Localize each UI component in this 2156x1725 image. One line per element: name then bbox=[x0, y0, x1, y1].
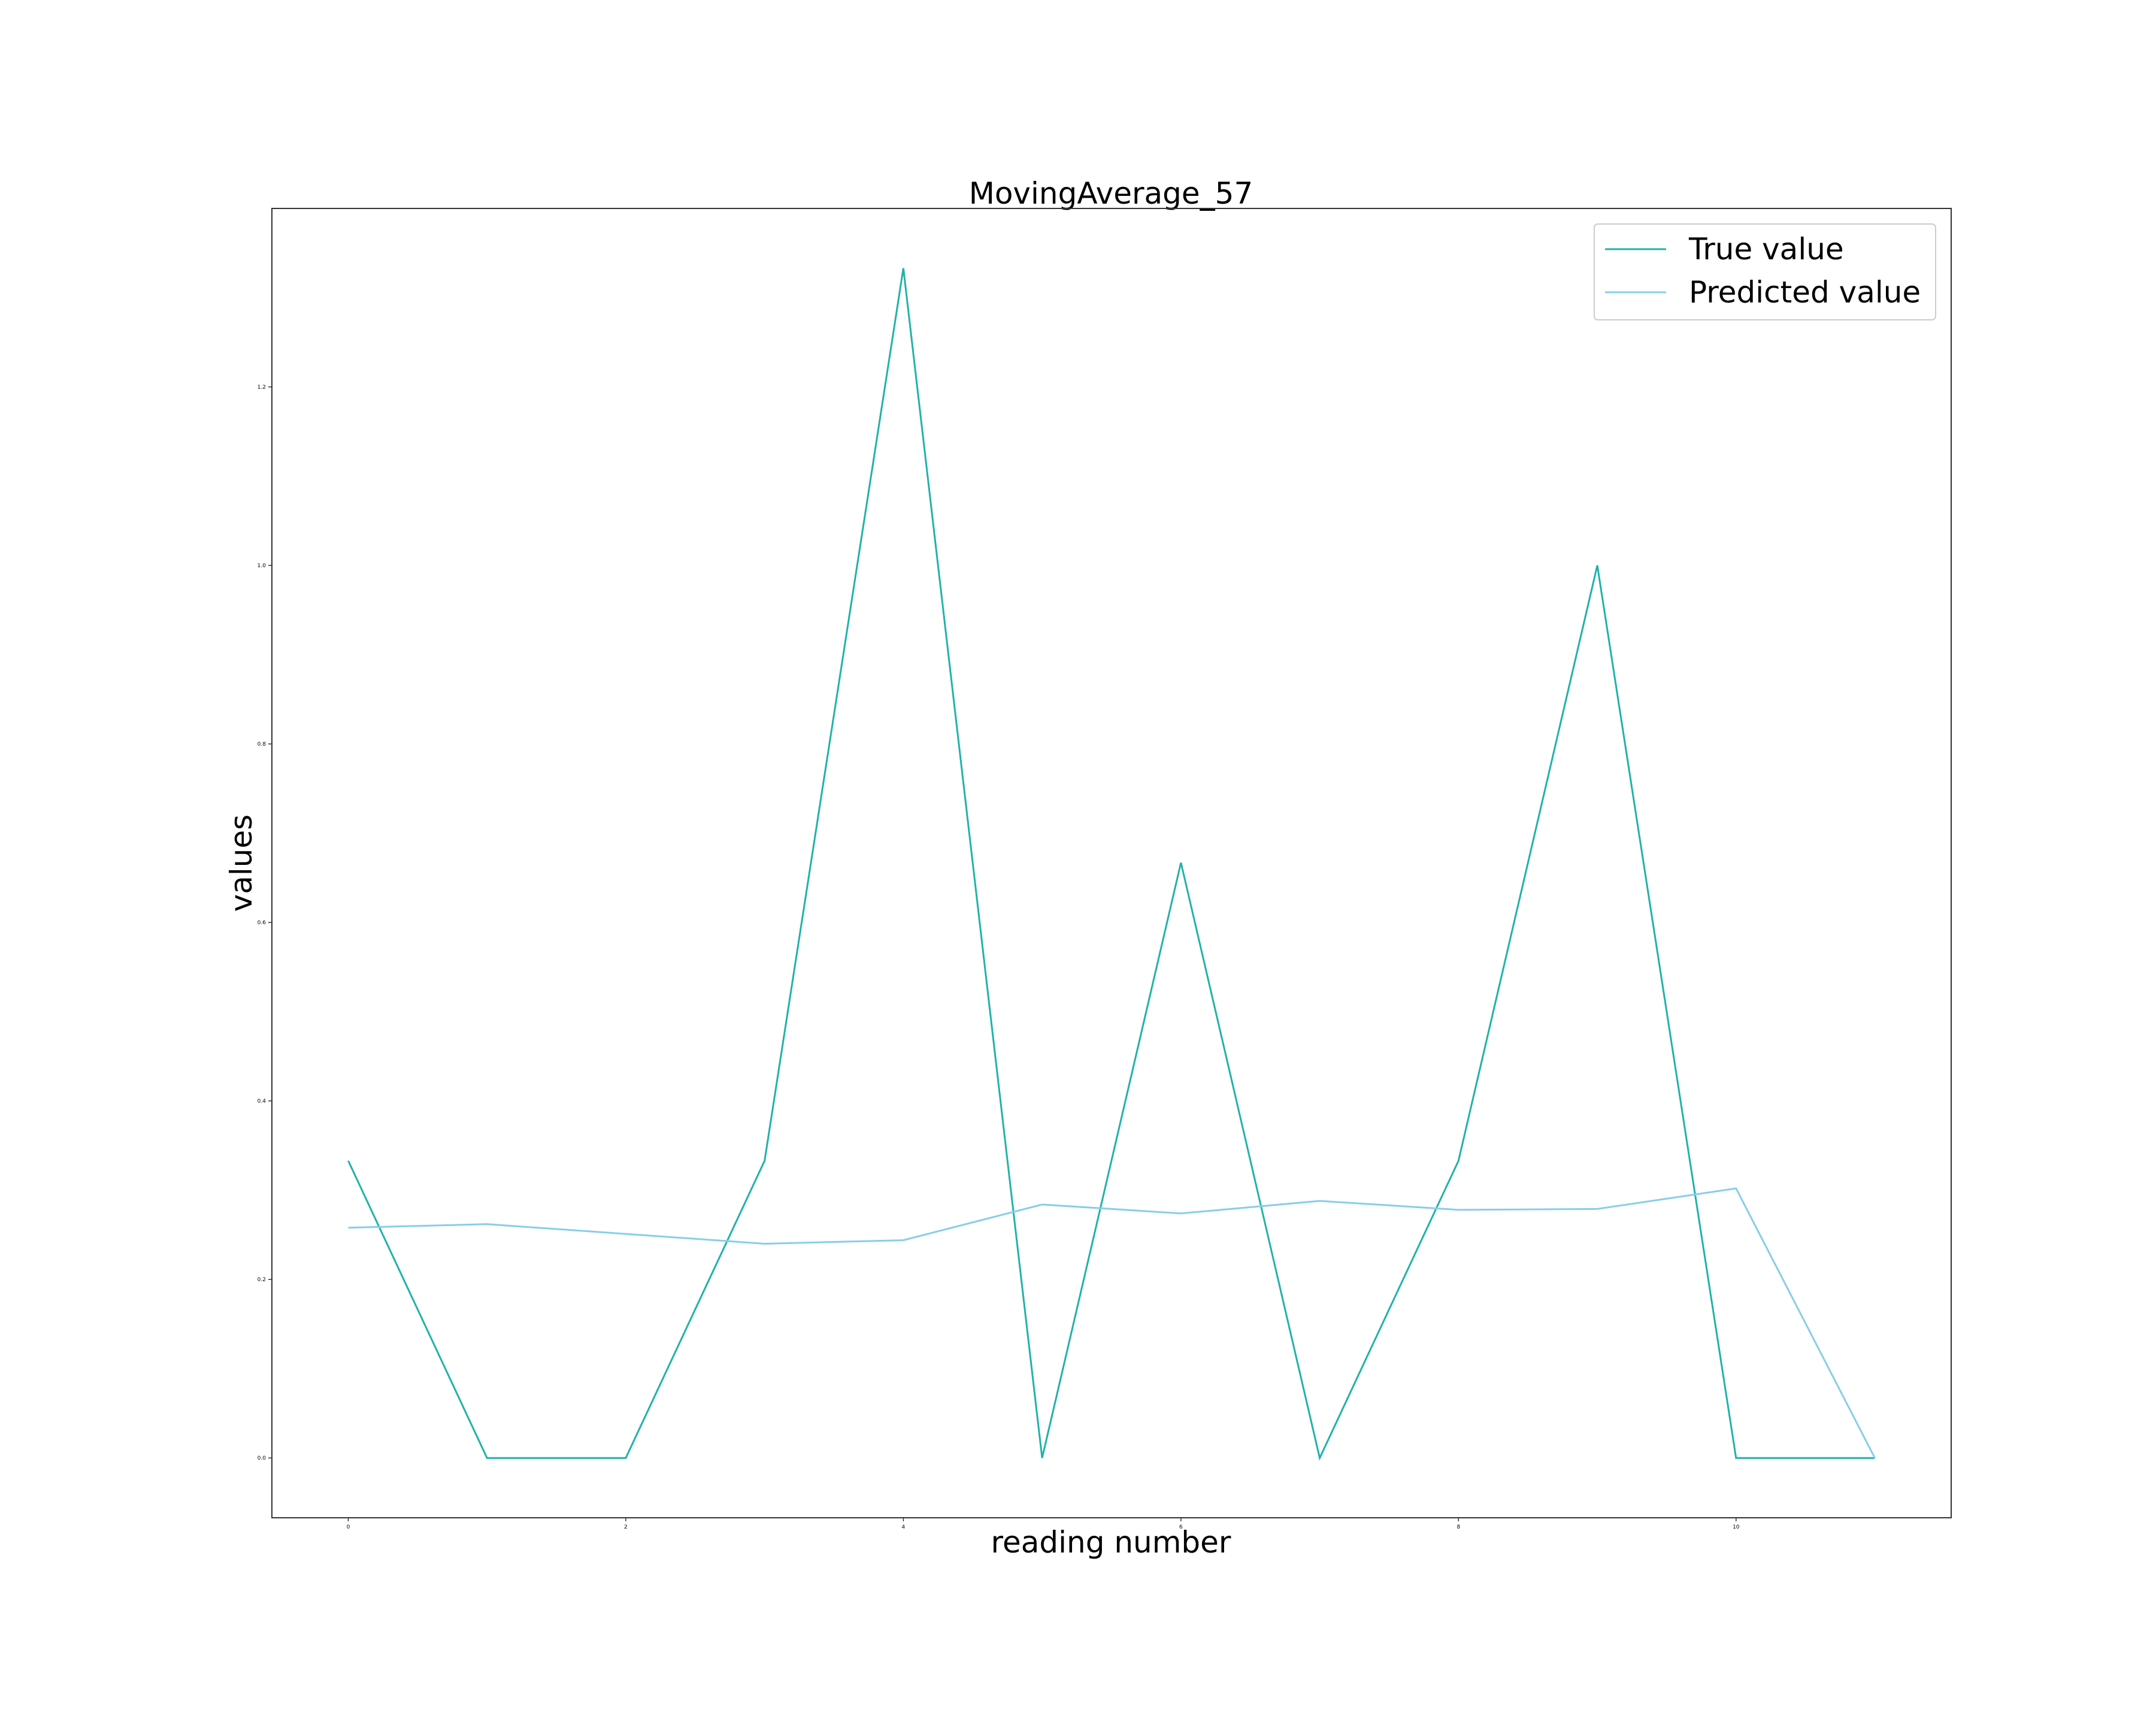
series-line-true-value bbox=[347, 268, 1875, 1461]
y-axis-label: values bbox=[224, 815, 259, 912]
x-tick-label: 0 bbox=[347, 1524, 350, 1530]
y-tick-label: 0.2 bbox=[258, 1277, 266, 1283]
x-tick-label: 4 bbox=[902, 1524, 906, 1530]
series-group bbox=[347, 268, 1876, 1461]
y-tick-label: 1.0 bbox=[258, 563, 267, 569]
legend-box bbox=[1594, 223, 1936, 320]
legend-label: Predicted value bbox=[1689, 275, 1921, 310]
plot-area-frame bbox=[271, 208, 1952, 1518]
x-tick-label: 6 bbox=[1179, 1524, 1183, 1530]
series-line-predicted-value bbox=[348, 1187, 1876, 1458]
y-tick-label: 0.8 bbox=[258, 742, 267, 748]
y-tick-label: 0.4 bbox=[258, 1098, 267, 1104]
x-tick-label: 10 bbox=[1733, 1524, 1740, 1530]
x-axis-label: reading number bbox=[991, 1525, 1231, 1560]
x-tick-label: 2 bbox=[624, 1524, 628, 1530]
legend-label: True value bbox=[1688, 232, 1844, 267]
x-tick-label: 8 bbox=[1456, 1524, 1460, 1530]
y-tick-label: 1.2 bbox=[258, 385, 266, 391]
axis-ticks: 0 2 4 6 8 10 0.0 0.2 0.4 0.6 0.8 1.0 1.2 bbox=[258, 385, 1740, 1530]
chart-title: MovingAverage_57 bbox=[969, 176, 1253, 211]
legend: True value Predicted value bbox=[1594, 223, 1936, 320]
y-tick-label: 0.6 bbox=[258, 920, 267, 926]
y-tick-label: 0.0 bbox=[258, 1455, 267, 1461]
